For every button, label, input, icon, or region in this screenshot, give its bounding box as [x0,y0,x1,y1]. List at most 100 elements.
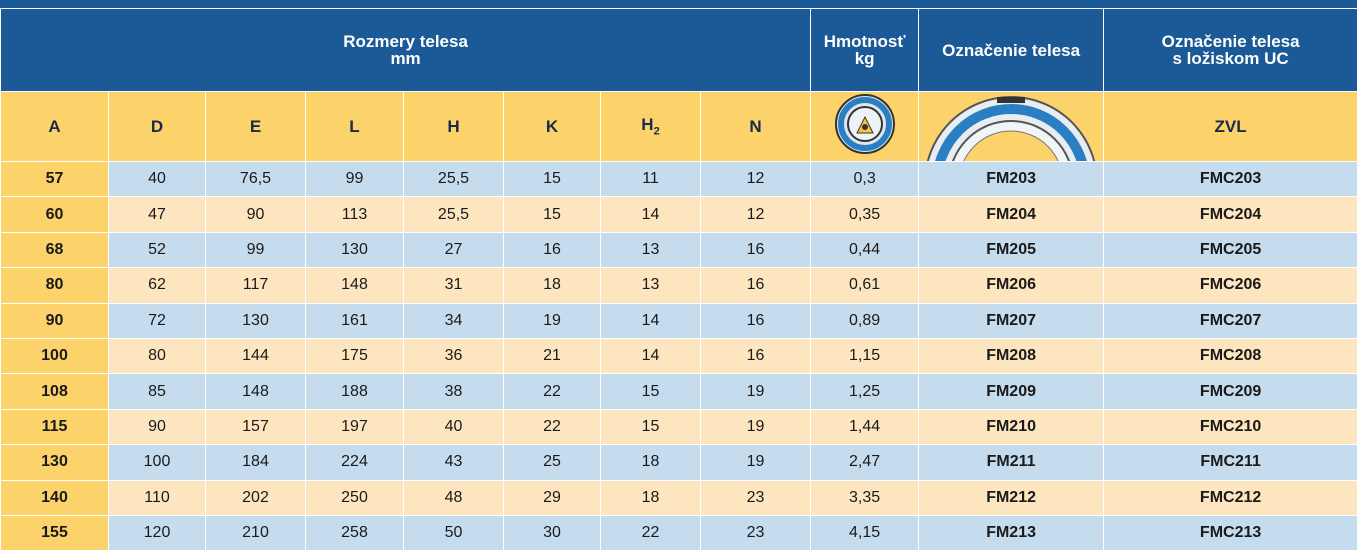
cell: 22 [504,374,601,409]
cell: 21 [504,338,601,373]
column-sub: 2 [654,126,660,138]
bearing-image-cell [919,92,1104,162]
cell: 25,5 [404,162,504,197]
dimensions-unit: mm [1,50,810,67]
cell: 11 [601,162,701,197]
designation-uc-line: s ložiskom UC [1104,50,1357,67]
cell: 197 [306,409,404,444]
cell: 90 [1,303,109,338]
cell: 130 [306,232,404,267]
cell: 25,5 [404,197,504,232]
cell: 19 [504,303,601,338]
cell: FM212 [919,480,1104,515]
cell: 90 [206,197,306,232]
top-strip [0,0,1357,8]
cell: 113 [306,197,404,232]
cell: FM206 [919,268,1104,303]
cell: 99 [206,232,306,267]
cell: 40 [109,162,206,197]
cell: FM208 [919,338,1104,373]
cell: 19 [701,374,811,409]
cell: FMC209 [1104,374,1357,409]
cell: 16 [701,268,811,303]
cell: 175 [306,338,404,373]
cell: 148 [206,374,306,409]
cell: 16 [504,232,601,267]
cell: FMC203 [1104,162,1357,197]
cell: 12 [701,197,811,232]
cell: 115 [1,409,109,444]
cell: 258 [306,515,404,550]
cell: FM207 [919,303,1104,338]
cell: 18 [504,268,601,303]
cell: 23 [701,480,811,515]
cell: 68 [1,232,109,267]
cell: FMC212 [1104,480,1357,515]
bearing-icon [834,93,896,155]
column-header: N [701,92,811,162]
cell: 202 [206,480,306,515]
cell: FMC208 [1104,338,1357,373]
cell: 27 [404,232,504,267]
cell: 57 [1,162,109,197]
cell: 15 [601,409,701,444]
cell: 144 [206,338,306,373]
cell: 43 [404,445,504,480]
cell: 76,5 [206,162,306,197]
cell: 60 [1,197,109,232]
cell: 110 [109,480,206,515]
cell: 100 [1,338,109,373]
cell: 18 [601,445,701,480]
cell: 19 [701,445,811,480]
page: Rozmery telesamm Hmotnosťkg Označenie te… [0,0,1357,553]
cell: 0,3 [811,162,919,197]
column-header: H [404,92,504,162]
cell: FM209 [919,374,1104,409]
cell: 90 [109,409,206,444]
cell: 120 [109,515,206,550]
cell: 184 [206,445,306,480]
cell: 4,15 [811,515,919,550]
column-header: L [306,92,404,162]
column-header: A [1,92,109,162]
bearing-image [921,95,1101,161]
weight-unit: kg [811,50,918,67]
column-header: K [504,92,601,162]
cell: FMC207 [1104,303,1357,338]
cell: 48 [404,480,504,515]
cell: 62 [109,268,206,303]
cell: 0,89 [811,303,919,338]
cell: 1,44 [811,409,919,444]
cell: 50 [404,515,504,550]
cell: 130 [206,303,306,338]
cell: FMC210 [1104,409,1357,444]
brand-header: ZVL [1104,92,1357,162]
cell: 157 [206,409,306,444]
cell: 15 [504,197,601,232]
cell: 30 [504,515,601,550]
cell: 250 [306,480,404,515]
cell: 15 [504,162,601,197]
cell: FM204 [919,197,1104,232]
dimensions-title: Rozmery telesa [1,33,810,50]
cell: 19 [701,409,811,444]
cell: 161 [306,303,404,338]
cell: 22 [504,409,601,444]
cell: 14 [601,338,701,373]
cell: 16 [701,303,811,338]
cell: 40 [404,409,504,444]
cell: FMC213 [1104,515,1357,550]
cell: 16 [701,232,811,267]
cell: 224 [306,445,404,480]
